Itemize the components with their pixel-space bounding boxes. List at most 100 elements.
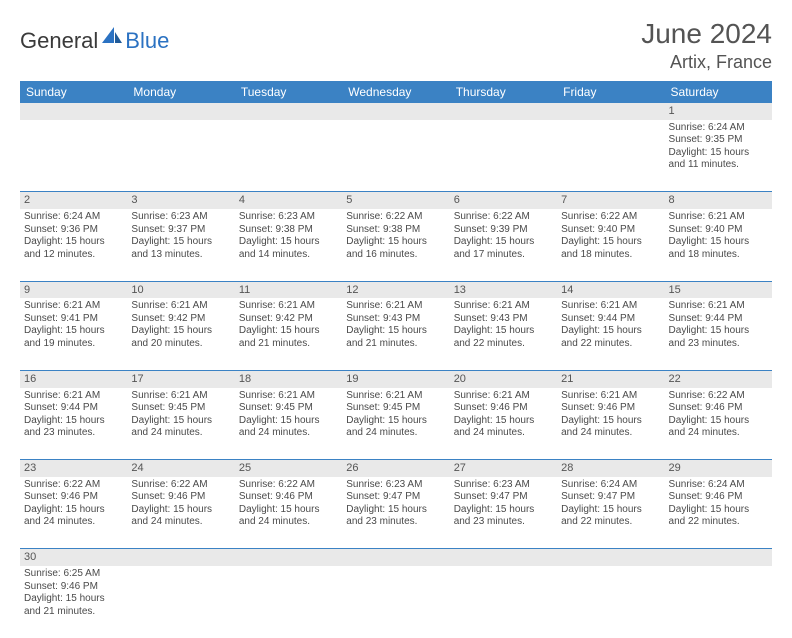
sunset-line: Sunset: 9:41 PM [24, 313, 123, 326]
sunrise-line: Sunrise: 6:22 AM [131, 479, 230, 492]
logo-text-blue: Blue [125, 28, 169, 54]
sunrise-line: Sunrise: 6:23 AM [454, 479, 553, 492]
day-content-row: Sunrise: 6:24 AMSunset: 9:36 PMDaylight:… [20, 209, 772, 281]
sunrise-line: Sunrise: 6:24 AM [24, 211, 123, 224]
day-cell: Sunrise: 6:23 AMSunset: 9:47 PMDaylight:… [342, 477, 449, 549]
day-number: 1 [665, 103, 772, 120]
day-cell: Sunrise: 6:22 AMSunset: 9:46 PMDaylight:… [235, 477, 342, 549]
day-number: 13 [450, 281, 557, 298]
sunset-line: Sunset: 9:46 PM [239, 491, 338, 504]
sunset-line: Sunset: 9:43 PM [454, 313, 553, 326]
daylight-line: Daylight: 15 hours [239, 325, 338, 338]
empty-day-number [235, 549, 342, 566]
day-cell: Sunrise: 6:21 AMSunset: 9:44 PMDaylight:… [20, 388, 127, 460]
day-cell: Sunrise: 6:22 AMSunset: 9:46 PMDaylight:… [665, 388, 772, 460]
daylight-line: and 24 minutes. [239, 516, 338, 529]
daylight-line: Daylight: 15 hours [24, 593, 123, 606]
empty-day-cell [450, 120, 557, 192]
day-number: 6 [450, 192, 557, 209]
daylight-line: and 12 minutes. [24, 249, 123, 262]
daylight-line: and 24 minutes. [346, 427, 445, 440]
empty-day-number [665, 549, 772, 566]
day-number: 16 [20, 370, 127, 387]
empty-day-number [450, 103, 557, 120]
daylight-line: and 23 minutes. [346, 516, 445, 529]
daylight-line: Daylight: 15 hours [346, 415, 445, 428]
sunset-line: Sunset: 9:40 PM [669, 224, 768, 237]
empty-day-number [557, 549, 664, 566]
day-cell: Sunrise: 6:24 AMSunset: 9:36 PMDaylight:… [20, 209, 127, 281]
day-cell: Sunrise: 6:22 AMSunset: 9:46 PMDaylight:… [20, 477, 127, 549]
daylight-line: and 23 minutes. [454, 516, 553, 529]
day-number: 18 [235, 370, 342, 387]
sunset-line: Sunset: 9:40 PM [561, 224, 660, 237]
day-number-row: 1 [20, 103, 772, 120]
day-number: 30 [20, 549, 127, 566]
empty-day-cell [235, 566, 342, 638]
sunrise-line: Sunrise: 6:21 AM [561, 390, 660, 403]
day-number: 17 [127, 370, 234, 387]
day-number: 29 [665, 460, 772, 477]
daylight-line: Daylight: 15 hours [669, 147, 768, 160]
daylight-line: and 24 minutes. [131, 427, 230, 440]
daylight-line: and 24 minutes. [669, 427, 768, 440]
day-cell: Sunrise: 6:21 AMSunset: 9:42 PMDaylight:… [235, 298, 342, 370]
daylight-line: and 17 minutes. [454, 249, 553, 262]
day-cell: Sunrise: 6:22 AMSunset: 9:46 PMDaylight:… [127, 477, 234, 549]
daylight-line: Daylight: 15 hours [24, 504, 123, 517]
weekday-header: Friday [557, 81, 664, 103]
sunrise-line: Sunrise: 6:21 AM [24, 390, 123, 403]
sunset-line: Sunset: 9:46 PM [561, 402, 660, 415]
day-number: 11 [235, 281, 342, 298]
sunrise-line: Sunrise: 6:23 AM [346, 479, 445, 492]
sunrise-line: Sunrise: 6:21 AM [239, 300, 338, 313]
empty-day-number [557, 103, 664, 120]
day-content-row: Sunrise: 6:24 AMSunset: 9:35 PMDaylight:… [20, 120, 772, 192]
sunset-line: Sunset: 9:39 PM [454, 224, 553, 237]
sunrise-line: Sunrise: 6:22 AM [669, 390, 768, 403]
empty-day-number [342, 549, 449, 566]
daylight-line: and 23 minutes. [669, 338, 768, 351]
day-cell: Sunrise: 6:25 AMSunset: 9:46 PMDaylight:… [20, 566, 127, 638]
empty-day-cell [127, 566, 234, 638]
day-number: 12 [342, 281, 449, 298]
daylight-line: and 21 minutes. [346, 338, 445, 351]
daylight-line: Daylight: 15 hours [454, 236, 553, 249]
day-number: 21 [557, 370, 664, 387]
daylight-line: and 20 minutes. [131, 338, 230, 351]
day-number: 9 [20, 281, 127, 298]
empty-day-number [20, 103, 127, 120]
daylight-line: Daylight: 15 hours [24, 236, 123, 249]
empty-day-cell [342, 566, 449, 638]
day-content-row: Sunrise: 6:25 AMSunset: 9:46 PMDaylight:… [20, 566, 772, 638]
day-cell: Sunrise: 6:23 AMSunset: 9:47 PMDaylight:… [450, 477, 557, 549]
daylight-line: Daylight: 15 hours [346, 504, 445, 517]
sunset-line: Sunset: 9:46 PM [669, 491, 768, 504]
day-cell: Sunrise: 6:21 AMSunset: 9:43 PMDaylight:… [342, 298, 449, 370]
sunset-line: Sunset: 9:45 PM [131, 402, 230, 415]
day-cell: Sunrise: 6:21 AMSunset: 9:43 PMDaylight:… [450, 298, 557, 370]
daylight-line: and 22 minutes. [561, 338, 660, 351]
daylight-line: Daylight: 15 hours [669, 236, 768, 249]
sunrise-line: Sunrise: 6:22 AM [346, 211, 445, 224]
daylight-line: and 21 minutes. [239, 338, 338, 351]
sunset-line: Sunset: 9:46 PM [131, 491, 230, 504]
day-cell: Sunrise: 6:22 AMSunset: 9:39 PMDaylight:… [450, 209, 557, 281]
daylight-line: Daylight: 15 hours [561, 325, 660, 338]
day-cell: Sunrise: 6:21 AMSunset: 9:46 PMDaylight:… [450, 388, 557, 460]
sunset-line: Sunset: 9:46 PM [24, 581, 123, 594]
empty-day-cell [20, 120, 127, 192]
daylight-line: Daylight: 15 hours [131, 325, 230, 338]
weekday-header: Thursday [450, 81, 557, 103]
day-cell: Sunrise: 6:24 AMSunset: 9:46 PMDaylight:… [665, 477, 772, 549]
daylight-line: and 22 minutes. [561, 516, 660, 529]
daylight-line: Daylight: 15 hours [561, 236, 660, 249]
sunset-line: Sunset: 9:45 PM [346, 402, 445, 415]
daylight-line: and 11 minutes. [669, 159, 768, 172]
daylight-line: and 24 minutes. [561, 427, 660, 440]
sunset-line: Sunset: 9:44 PM [669, 313, 768, 326]
daylight-line: and 18 minutes. [669, 249, 768, 262]
empty-day-number [235, 103, 342, 120]
day-cell: Sunrise: 6:21 AMSunset: 9:44 PMDaylight:… [665, 298, 772, 370]
day-number: 24 [127, 460, 234, 477]
